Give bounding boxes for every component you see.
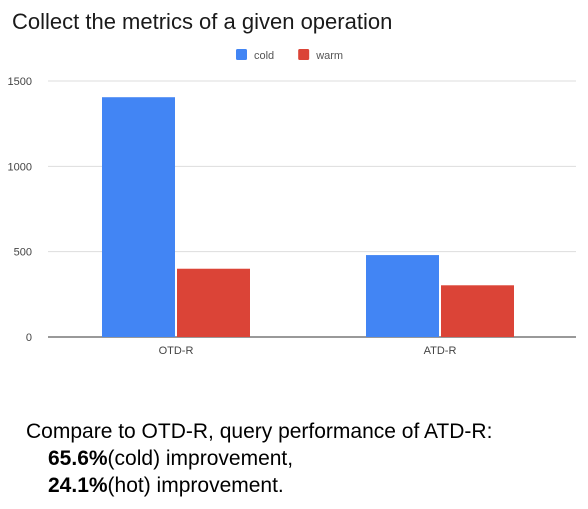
legend: cold warm (236, 49, 343, 62)
bar-cold-atd-r (366, 255, 439, 337)
bar-chart: 0 500 1000 1500 OTD-R ATD-R cold warm (8, 49, 576, 357)
y-tick-label: 0 (26, 332, 32, 344)
cold-improvement-value: 65.6% (48, 447, 108, 470)
x-tick-label: OTD-R (159, 345, 194, 357)
chart-title: Collect the metrics of a given operation (12, 9, 393, 34)
summary-cold-line: 65.6%(cold) improvement, (26, 445, 492, 472)
bars (102, 97, 514, 337)
y-axis-ticks: 0 500 1000 1500 (8, 76, 32, 344)
bar-warm-otd-r (177, 268, 250, 337)
legend-swatch-warm (298, 49, 310, 60)
y-tick-label: 500 (14, 247, 32, 259)
legend-label-warm: warm (315, 50, 343, 62)
bar-cold-otd-r (102, 97, 175, 337)
hot-improvement-value: 24.1% (48, 474, 108, 497)
y-tick-label: 1500 (8, 76, 32, 88)
x-axis-ticks: OTD-R ATD-R (159, 345, 457, 357)
bar-warm-atd-r (441, 285, 514, 337)
x-tick-label: ATD-R (424, 345, 457, 357)
hot-improvement-text: (hot) improvement. (107, 474, 284, 497)
cold-improvement-text: (cold) improvement, (107, 447, 294, 470)
legend-swatch-cold (236, 49, 247, 60)
summary-hot-line: 24.1%(hot) improvement. (26, 472, 492, 499)
summary-text: Compare to OTD-R, query performance of A… (26, 418, 492, 499)
legend-label-cold: cold (254, 50, 274, 62)
summary-intro: Compare to OTD-R, query performance of A… (26, 420, 493, 443)
y-tick-label: 1000 (8, 161, 32, 173)
